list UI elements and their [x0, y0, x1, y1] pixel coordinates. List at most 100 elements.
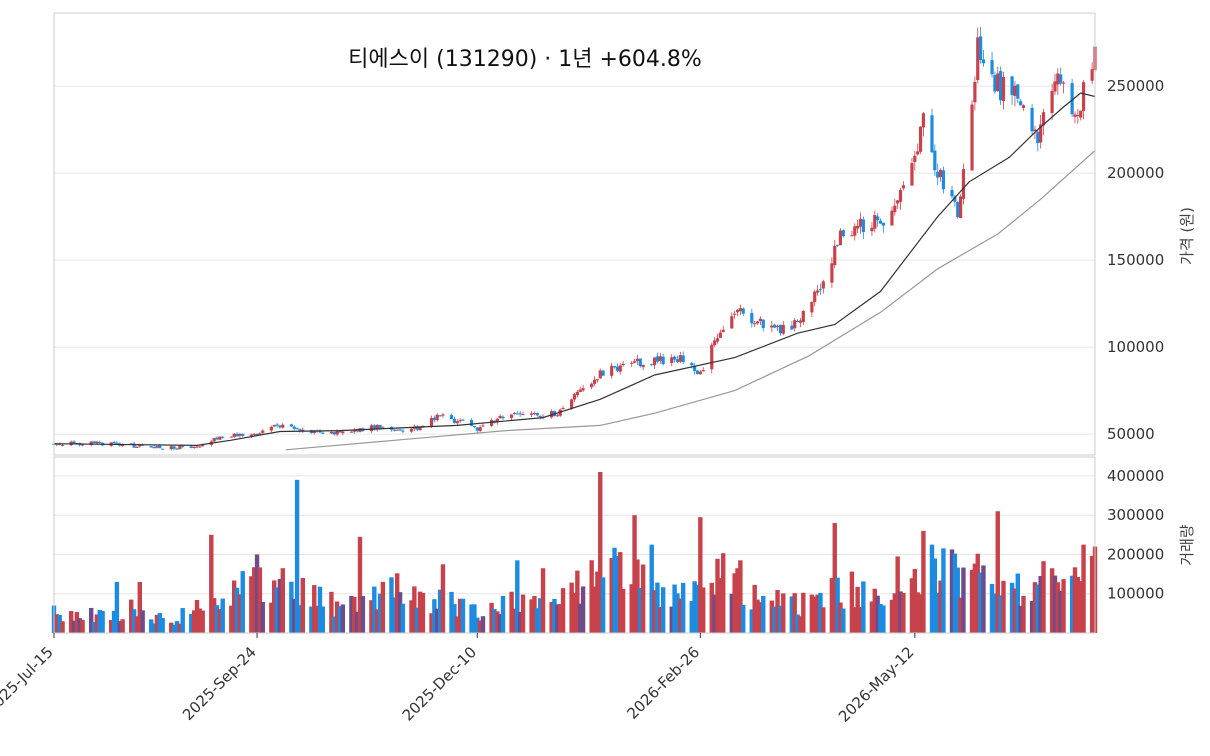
candle-body	[418, 426, 422, 431]
volume-bar	[992, 593, 998, 633]
candle-body	[438, 415, 442, 417]
volume-tick-label: 200000	[1107, 545, 1164, 563]
candle-body	[638, 358, 642, 366]
candle-body	[878, 220, 883, 224]
volume-bar	[575, 570, 580, 633]
candle-body	[910, 163, 914, 186]
volume-bar	[618, 552, 623, 633]
volume-bar	[838, 602, 843, 633]
volume-bar	[440, 564, 446, 633]
candles	[52, 26, 1097, 451]
volume-bar	[480, 616, 486, 633]
candle-body	[381, 427, 385, 429]
candle-body	[392, 429, 396, 431]
chart-title: 티에스이 (131290) · 1년 +604.8%	[348, 47, 702, 72]
volume-bar	[452, 604, 457, 633]
volume-bar	[1075, 576, 1081, 633]
candle-body	[115, 442, 119, 444]
candle-body	[641, 364, 645, 368]
volume-bar	[517, 612, 523, 633]
volume-bar	[652, 590, 657, 633]
volume-bar	[1038, 575, 1043, 633]
candle-body	[738, 308, 742, 312]
candle-body	[198, 446, 202, 448]
candle-body	[449, 415, 454, 420]
candle-body	[873, 215, 877, 229]
volume-bar	[549, 602, 554, 633]
volume-bar	[214, 605, 220, 633]
volume-bar	[901, 592, 906, 633]
candle-body	[730, 316, 734, 329]
candle-body	[713, 340, 717, 346]
candle-body	[129, 443, 133, 445]
volume-bar	[615, 556, 620, 633]
candle-body	[976, 37, 980, 81]
candle-body	[298, 429, 302, 431]
candle-body	[833, 245, 837, 266]
volume-bar	[309, 606, 314, 633]
candle-body	[1010, 76, 1014, 95]
candle-body	[378, 424, 382, 429]
candle-body	[572, 394, 577, 400]
candle-body	[1090, 69, 1094, 81]
volume-bar	[314, 605, 320, 633]
volume-bar	[558, 604, 563, 633]
candle-body	[221, 436, 225, 438]
candle-body	[201, 445, 205, 447]
volume-bar	[560, 588, 566, 633]
volume-bar	[909, 578, 915, 633]
candle-body	[555, 415, 559, 417]
candle-body	[530, 413, 534, 415]
candle-body	[612, 366, 617, 368]
volume-bar	[297, 605, 303, 633]
volume-bar	[1001, 580, 1006, 633]
volume-bar	[272, 580, 277, 633]
volume-bar	[317, 586, 323, 633]
candle-body	[478, 427, 482, 432]
x-tick-label: 2026-Feb-26	[624, 643, 704, 723]
volume-bar	[655, 582, 660, 633]
volume-bar	[738, 560, 743, 633]
volume-bar	[795, 614, 800, 633]
candle-body	[753, 323, 757, 325]
candle-body	[621, 363, 625, 366]
candle-body	[469, 419, 474, 426]
volume-bar	[360, 596, 366, 633]
price-tick-label: 200000	[1107, 164, 1164, 182]
volume-bar	[497, 614, 503, 633]
volume-bar	[149, 619, 154, 633]
volume-bar	[372, 586, 377, 633]
volume-bar	[818, 592, 823, 633]
candle-body	[836, 244, 840, 246]
candle-body	[690, 362, 694, 366]
candle-body	[913, 155, 917, 163]
candle-body	[1021, 105, 1026, 108]
candle-body	[853, 226, 857, 236]
volume-bar	[815, 594, 820, 633]
candle-body	[841, 230, 845, 237]
candle-body	[973, 81, 977, 103]
candle-body	[401, 430, 405, 432]
volume-bar	[420, 592, 426, 633]
volume-bar	[1055, 582, 1061, 633]
volume-bar	[709, 582, 714, 633]
candle-body	[252, 433, 256, 435]
volume-bar	[989, 583, 995, 633]
volume-bar	[692, 581, 697, 633]
volume-bar	[1058, 590, 1063, 633]
volume-bar	[689, 600, 694, 633]
candle-body	[590, 383, 594, 388]
candle-body	[598, 370, 602, 379]
volume-bar	[995, 511, 1000, 633]
candle-body	[1061, 82, 1066, 84]
candle-body	[938, 169, 943, 178]
candle-body	[152, 447, 156, 449]
candle-body	[452, 418, 456, 423]
volume-bar	[354, 611, 360, 633]
candle-body	[578, 389, 582, 392]
volume-bar	[412, 586, 417, 633]
volume-bar	[752, 584, 757, 633]
candle-body	[953, 196, 957, 202]
volume-bar	[861, 581, 866, 633]
volume-bar	[397, 592, 403, 633]
